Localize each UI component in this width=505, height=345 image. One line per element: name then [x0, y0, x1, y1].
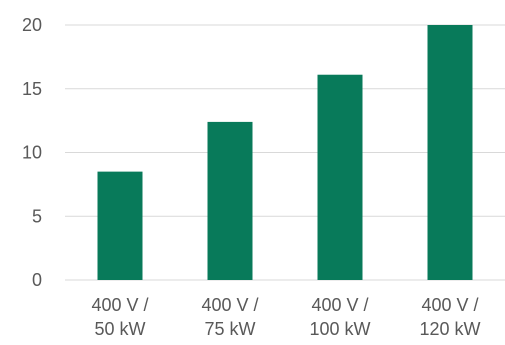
x-category-label: 400 V / [421, 295, 478, 315]
bar [207, 121, 253, 281]
y-tick-label: 10 [22, 143, 42, 163]
x-category-label: 50 kW [94, 319, 145, 339]
bar [427, 25, 473, 280]
bar [97, 171, 143, 280]
y-tick-label: 20 [22, 15, 42, 35]
x-category-label: 400 V / [201, 295, 258, 315]
x-category-label: 75 kW [204, 319, 255, 339]
x-category-label: 400 V / [91, 295, 148, 315]
y-tick-label: 0 [32, 270, 42, 290]
bars [97, 25, 473, 281]
x-axis-labels: 400 V / 50 kW 400 V / 75 kW 400 V / 100 kW 400… [91, 295, 480, 339]
bar [317, 74, 363, 280]
x-category-label: 120 kW [419, 319, 480, 339]
y-tick-label: 15 [22, 79, 42, 99]
x-category-label: 100 kW [309, 319, 370, 339]
y-tick-label: 5 [32, 206, 42, 226]
y-axis-ticks: 0 5 10 15 20 [22, 15, 42, 290]
x-category-label: 400 V / [311, 295, 368, 315]
